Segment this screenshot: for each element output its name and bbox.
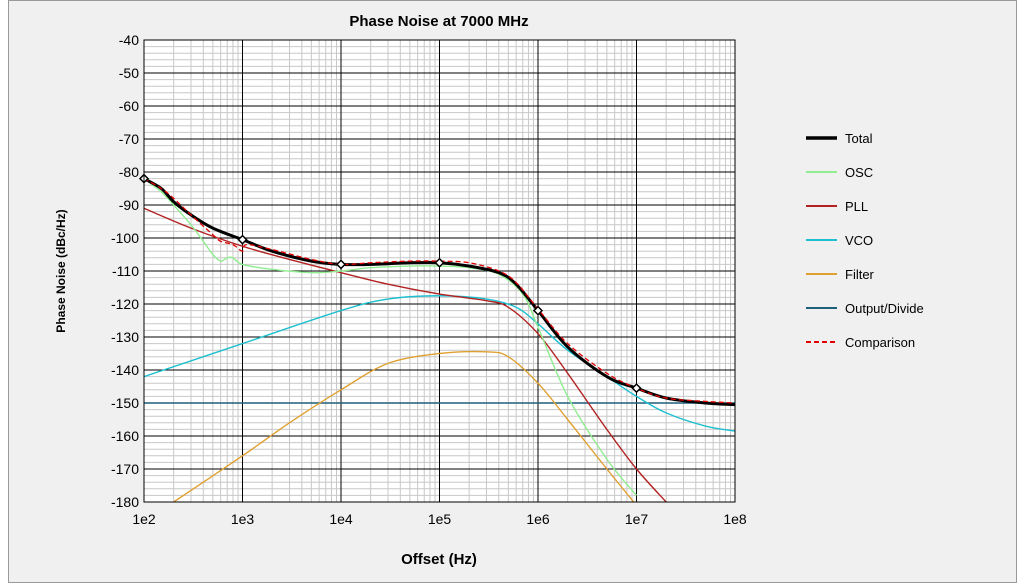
total-marker [237, 234, 248, 245]
y-tick-label: -150 [111, 395, 139, 411]
phase-noise-chart: -40 -50 -60 -70 -80 -90 -100 -110 -120 -130 -140 -1… [9, 1, 1016, 582]
y-tick-label: -60 [119, 98, 139, 114]
x-tick-label: 1e5 [428, 511, 452, 527]
y-tick-label: -170 [111, 461, 139, 477]
legend-label-osc: OSC [845, 165, 873, 180]
y-tick-label: -160 [111, 428, 139, 444]
x-tick-labels: 1e2 1e3 1e4 1e5 1e6 1e7 1e8 [132, 511, 747, 527]
y-tick-label: -40 [119, 32, 139, 48]
total-marker [532, 305, 544, 316]
chart-title: Phase Noise at 7000 MHz [349, 13, 528, 30]
legend-label-comparison: Comparison [845, 335, 915, 350]
x-tick-label: 1e4 [329, 511, 353, 527]
x-tick-label: 1e8 [723, 511, 747, 527]
y-tick-label: -140 [111, 362, 139, 378]
x-tick-label: 1e3 [231, 511, 255, 527]
plot-area-border [143, 39, 736, 503]
y-tick-label: -180 [111, 494, 139, 510]
y-tick-labels: -40 -50 -60 -70 -80 -90 -100 -110 -120 -130 -140 -1… [111, 32, 139, 510]
y-tick-label: -70 [119, 131, 139, 147]
legend-label-total: Total [845, 131, 873, 146]
series-line-pll [144, 207, 667, 502]
legend-label-vco: VCO [845, 233, 873, 248]
series-layer [144, 177, 735, 502]
total-marker [631, 383, 642, 394]
series-line-comparison [144, 178, 735, 404]
y-tick-label: -120 [111, 296, 139, 312]
x-tick-label: 1e7 [625, 511, 649, 527]
chart-frame: -40 -50 -60 -70 -80 -90 -100 -110 -120 -130 -140 -1… [8, 0, 1017, 583]
total-marker [335, 259, 347, 270]
x-tick-label: 1e2 [132, 511, 156, 527]
y-axis-label: Phase Noise (dBc/Hz) [54, 209, 68, 332]
y-tick-label: -130 [111, 329, 139, 345]
x-tick-label: 1e6 [526, 511, 550, 527]
series-line-filter [173, 350, 635, 502]
y-tick-label: -90 [119, 197, 139, 213]
series-line-vco [144, 295, 735, 432]
legend-label-pll: PLL [845, 199, 868, 214]
series-line-osc [144, 178, 638, 496]
x-axis-label: Offset (Hz) [401, 551, 477, 568]
legend-label-output-divide: Output/Divide [845, 301, 924, 316]
marker-layer [138, 173, 642, 394]
series-line-total [144, 177, 735, 407]
y-tick-label: -80 [119, 164, 139, 180]
total-marker [434, 257, 445, 268]
y-tick-label: -110 [112, 263, 139, 279]
legend-label-filter: Filter [845, 267, 875, 282]
y-tick-label: -100 [111, 230, 139, 246]
legend: Total OSC PLL VCO Filter Output/Divide Compari… [806, 131, 924, 350]
y-tick-label: -50 [119, 65, 139, 81]
